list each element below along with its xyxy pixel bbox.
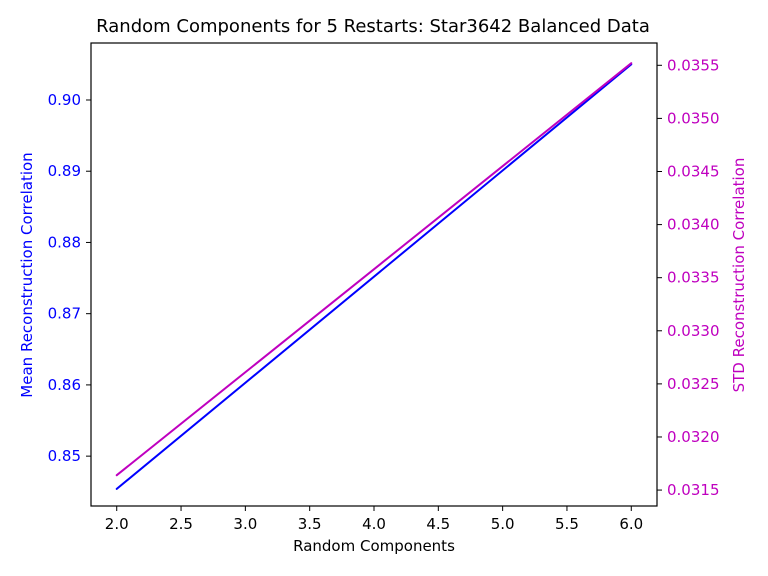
y-right-tick-label: 0.0320 xyxy=(667,428,720,446)
y-right-tick-label: 0.0315 xyxy=(667,481,720,499)
x-tick-label: 2.5 xyxy=(169,515,193,533)
x-tick-label: 3.0 xyxy=(233,515,257,533)
chart-title: Random Components for 5 Restarts: Star36… xyxy=(96,16,650,37)
y-left-tick-label: 0.88 xyxy=(48,233,81,251)
plot-frame xyxy=(90,42,658,507)
x-tick-label: 5.0 xyxy=(491,515,515,533)
y-left-tick-label: 0.90 xyxy=(48,91,81,109)
x-tick-label: 3.5 xyxy=(298,515,322,533)
y-right-tick-label: 0.0330 xyxy=(667,322,720,340)
y-right-tick-label: 0.0325 xyxy=(667,375,720,393)
x-tick-label: 5.5 xyxy=(555,515,579,533)
y-left-axis-label: Mean Reconstruction Correlation xyxy=(18,152,36,397)
y-right-axis-label: STD Reconstruction Correlation xyxy=(730,158,748,393)
y-right-tick-label: 0.0345 xyxy=(667,162,720,180)
y-right-tick-label: 0.0355 xyxy=(667,56,720,74)
x-tick-label: 2.0 xyxy=(105,515,129,533)
y-left-tick-label: 0.85 xyxy=(48,447,81,465)
y-right-tick-label: 0.0350 xyxy=(667,109,720,127)
x-axis-label: Random Components xyxy=(293,537,455,555)
y-left-tick-label: 0.87 xyxy=(48,305,81,323)
x-tick-label: 4.5 xyxy=(426,515,450,533)
y-right-tick-label: 0.0340 xyxy=(667,216,720,234)
mean-correlation-line xyxy=(115,63,633,490)
y-right-tick-label: 0.0335 xyxy=(667,269,720,287)
std-correlation-line xyxy=(115,62,633,477)
y-left-tick-label: 0.86 xyxy=(48,376,81,394)
y-left-tick-label: 0.89 xyxy=(48,162,81,180)
x-tick-label: 6.0 xyxy=(619,515,643,533)
x-tick-label: 4.0 xyxy=(362,515,386,533)
